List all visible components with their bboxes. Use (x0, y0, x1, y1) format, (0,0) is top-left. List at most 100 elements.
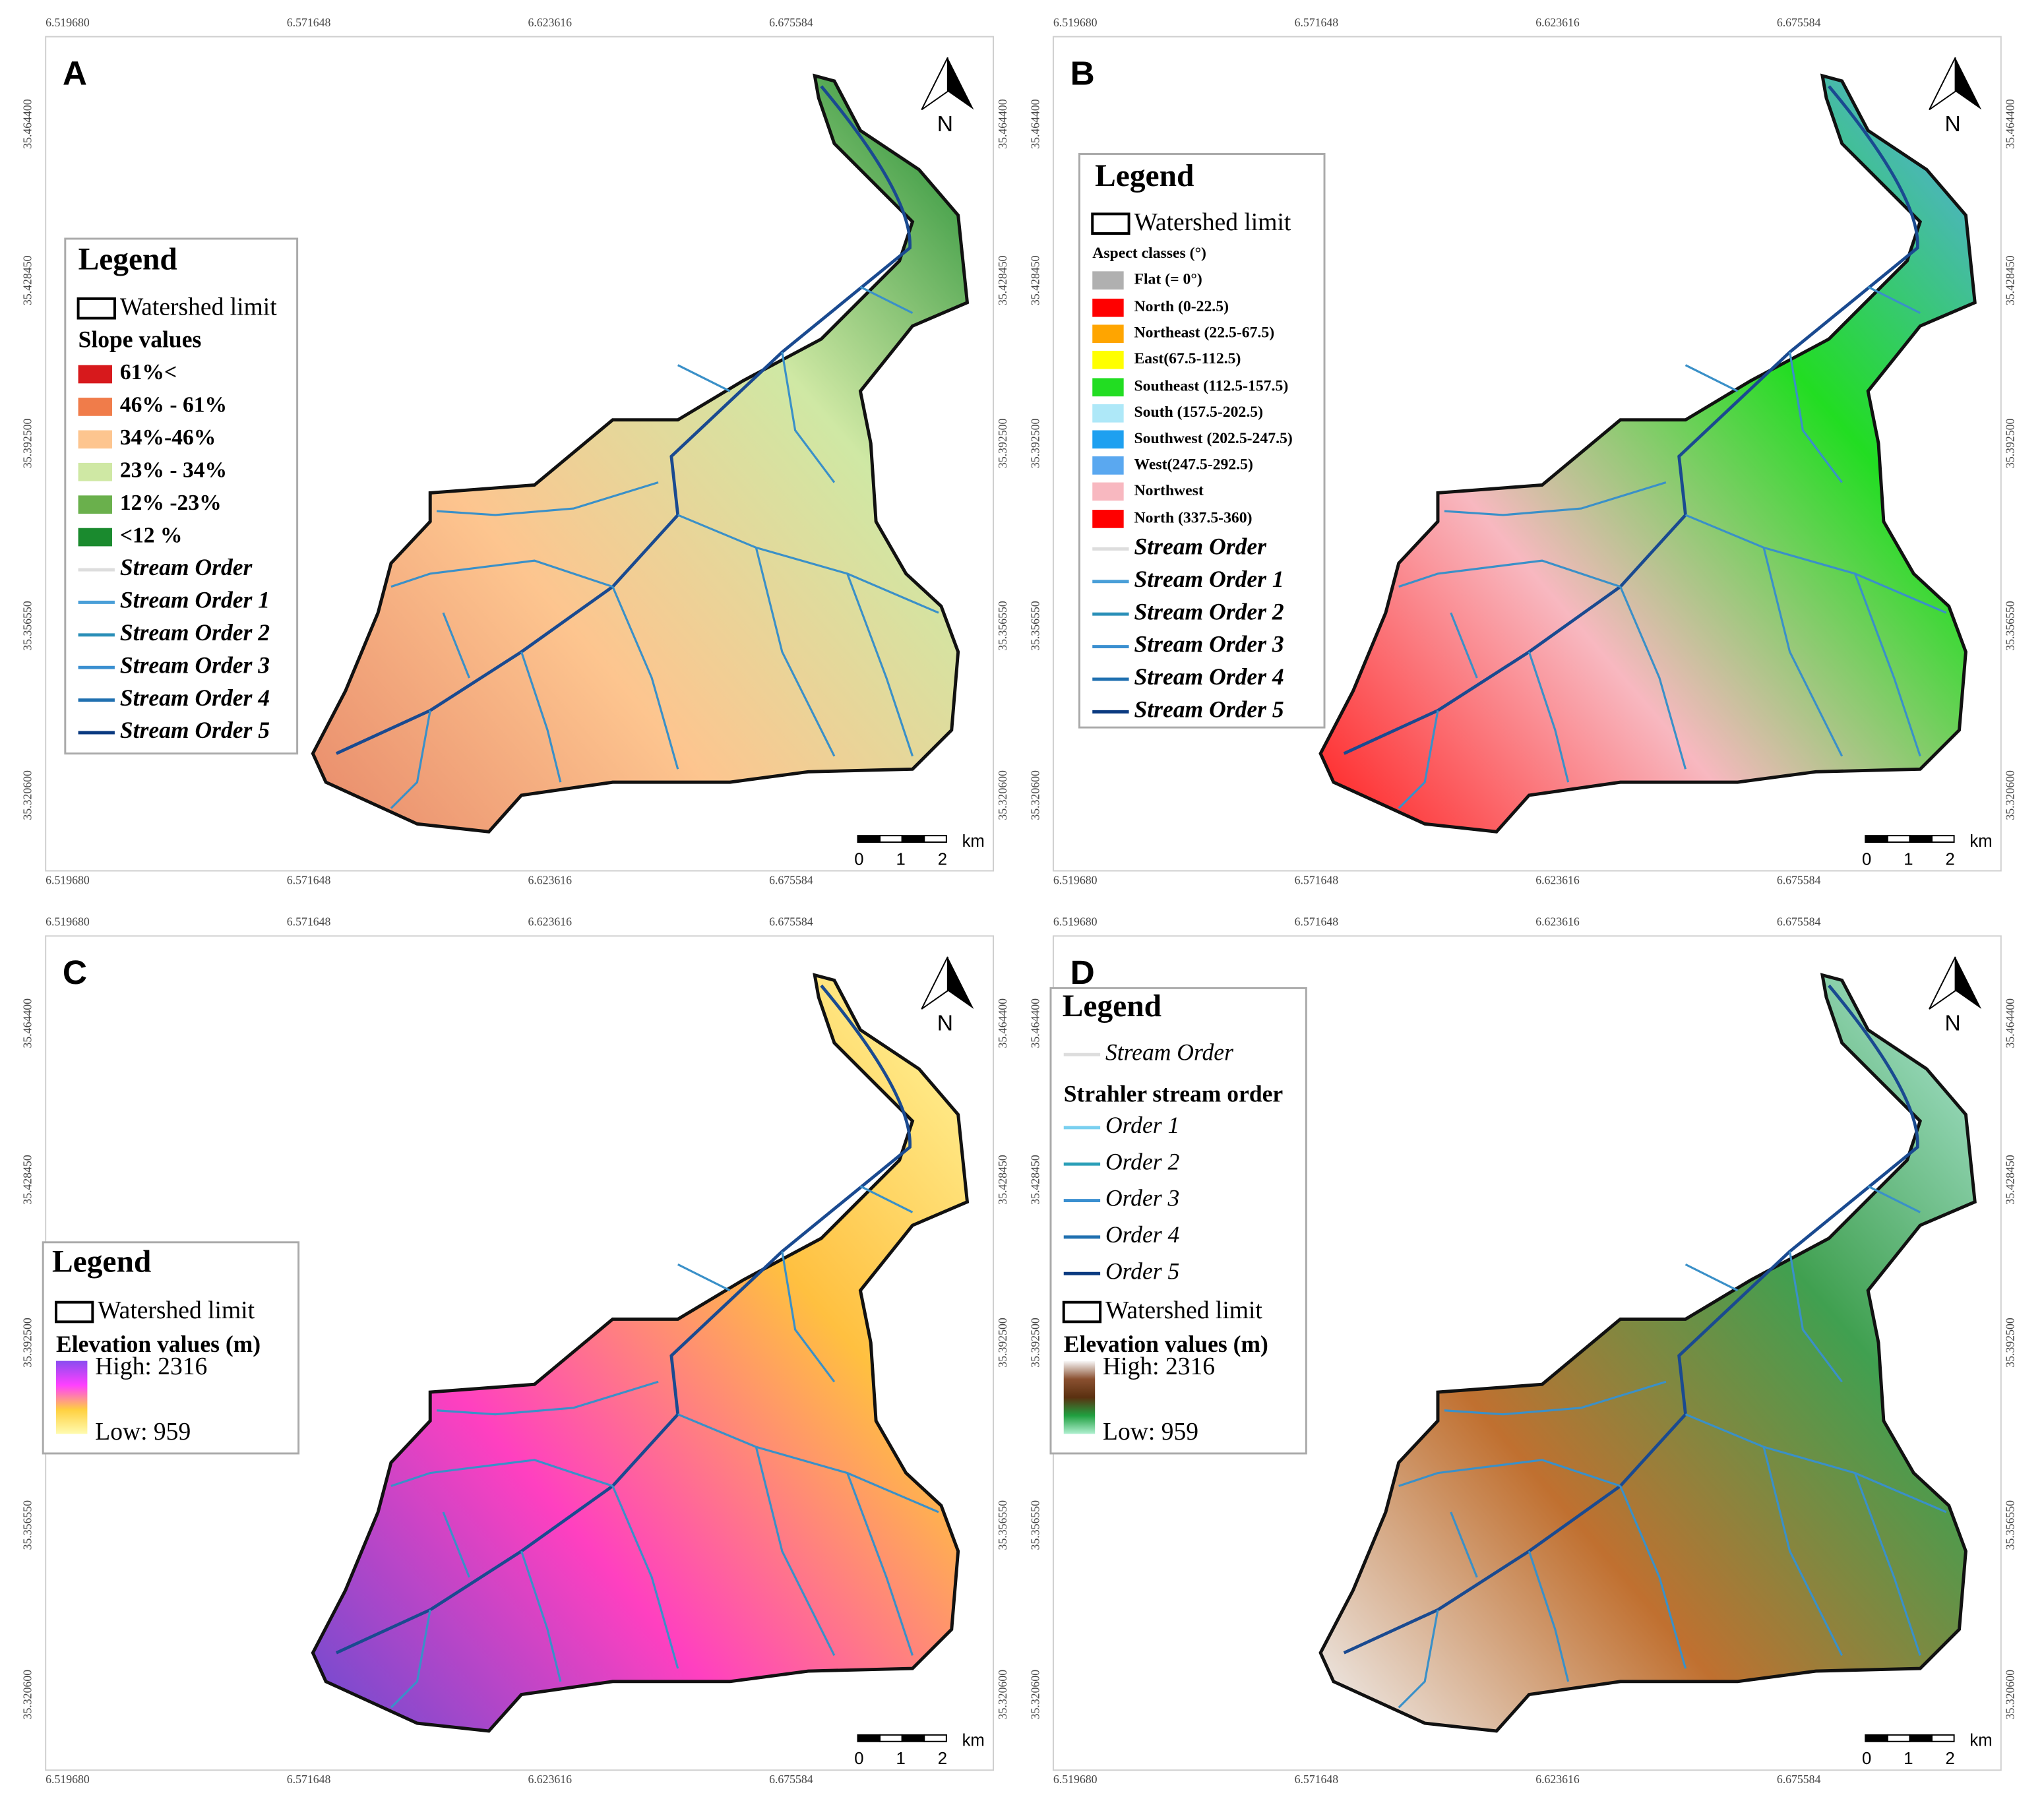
north-arrow (1955, 57, 1982, 110)
scale-bar-segment (857, 835, 881, 843)
stream (1528, 651, 1570, 783)
x-coordinate-label: 6.675584 (1777, 1773, 1821, 1786)
legend-swatch (78, 528, 112, 547)
legend-watershed-symbol (77, 297, 116, 320)
legend-swatch (1092, 324, 1124, 344)
north-arrow (947, 956, 974, 1010)
stream (1853, 1473, 1921, 1656)
legend-swatch (1092, 404, 1124, 423)
stream (755, 1446, 836, 1657)
y-coordinate-label: 35.356550 (1028, 601, 1041, 651)
x-coordinate-label: 6.623616 (528, 16, 572, 29)
legend-label: Stream Order (120, 554, 253, 580)
scale-bar-segment (901, 1734, 925, 1742)
legend-ramp-low: Low: 959 (1103, 1418, 1198, 1446)
scale-label: 1 (1904, 850, 1913, 869)
legend-label: Stream Order 2 (1134, 598, 1284, 625)
stream (859, 286, 914, 315)
watershed (311, 73, 970, 834)
y-coordinate-label: 35.320600 (2004, 1670, 2017, 1720)
y-coordinate-label: 35.464400 (2004, 998, 2017, 1049)
y-coordinate-label: 35.428450 (21, 1155, 34, 1205)
legend-ramp-low: Low: 959 (95, 1418, 191, 1446)
legend-label: Order 4 (1105, 1221, 1179, 1248)
stream (1762, 547, 1843, 757)
legend-label: Stream Order 2 (120, 619, 270, 646)
stream (436, 1380, 659, 1416)
legend-title: Legend (52, 1244, 151, 1279)
legend-header: Slope values (78, 326, 202, 352)
map-panel: 6.519680 6.519680 6.571648 6.571648 6.623616… (21, 915, 1009, 1786)
legend-label: Northeast (22.5-67.5) (1134, 324, 1274, 342)
stream (1343, 984, 1919, 1655)
stream (520, 1550, 562, 1682)
legend-swatch (1092, 350, 1124, 369)
y-coordinate-label: 35.356550 (1028, 1500, 1041, 1550)
legend-label: Order 5 (1105, 1258, 1179, 1284)
legend-label: Stream Order (1105, 1039, 1233, 1065)
stream (520, 651, 562, 783)
x-coordinate-label: 6.571648 (1295, 873, 1339, 886)
stream (859, 1185, 914, 1213)
legend-swatch (78, 430, 112, 449)
y-coordinate-label: 35.464400 (996, 998, 1009, 1049)
y-coordinate-label: 35.356550 (996, 1500, 1009, 1550)
legend-ramp-high: High: 2316 (95, 1353, 207, 1380)
x-coordinate-label: 6.623616 (528, 1773, 572, 1786)
x-coordinate-label: 6.571648 (287, 873, 331, 886)
stream (1619, 1485, 1687, 1669)
panel-label: B (1070, 53, 1095, 92)
stream (1450, 612, 1478, 679)
stream (390, 1609, 431, 1709)
y-coordinate-label: 35.464400 (21, 99, 34, 149)
y-coordinate-label: 35.356550 (21, 1500, 34, 1550)
scale-unit: km (1969, 832, 1992, 851)
stream (1343, 85, 1919, 755)
y-coordinate-label: 35.356550 (996, 601, 1009, 651)
legend-label: Stream Order 1 (1134, 566, 1284, 592)
y-coordinate-label: 35.356550 (21, 601, 34, 651)
y-coordinate-label: 35.464400 (1028, 99, 1041, 149)
scale-label: 1 (896, 1750, 906, 1768)
legend-swatch (1092, 510, 1124, 528)
legend-label: South (157.5-202.5) (1134, 404, 1263, 421)
legend-swatch (1092, 482, 1124, 501)
y-coordinate-label: 35.428450 (2004, 1155, 2017, 1205)
stream (846, 573, 914, 757)
x-coordinate-label: 6.675584 (769, 873, 813, 886)
legend-ramp-high: High: 2316 (1103, 1353, 1215, 1380)
x-coordinate-label: 6.675584 (1777, 873, 1821, 886)
stream (436, 481, 659, 516)
scale-bar-segment (1909, 835, 1933, 843)
legend-swatch (1092, 298, 1124, 317)
stream (1444, 481, 1667, 516)
y-coordinate-label: 35.356550 (2004, 601, 2017, 651)
legend-swatch (1092, 271, 1124, 290)
y-coordinate-label: 35.320600 (2004, 770, 2017, 820)
legend-title: Legend (1095, 159, 1194, 193)
legend-label: Order 3 (1105, 1185, 1179, 1211)
y-coordinate-label: 35.392500 (1028, 1318, 1041, 1368)
x-coordinate-label: 6.519680 (1053, 16, 1098, 29)
scale-unit: km (962, 832, 985, 851)
map-panel: 6.519680 6.519680 6.571648 6.571648 6.623616… (21, 16, 1009, 886)
legend-label: North (337.5-360) (1134, 509, 1252, 526)
legend-header: Strahler stream order (1064, 1081, 1284, 1107)
stream (442, 1511, 470, 1578)
legend-watershed-symbol (1091, 212, 1130, 235)
legend-label: Stream Order 3 (120, 652, 270, 678)
stream (1685, 364, 1739, 392)
scale-unit: km (1969, 1732, 1992, 1750)
stream (1398, 1459, 1621, 1487)
legend-label: Flat (= 0°) (1134, 271, 1202, 288)
stream (1685, 514, 1947, 614)
scale-label: 0 (1862, 1750, 1871, 1768)
legend-label: Stream Order 5 (1134, 696, 1284, 723)
stream (1853, 573, 1921, 757)
legend-label: 23% - 34% (120, 458, 227, 482)
x-coordinate-label: 6.623616 (1535, 1773, 1580, 1786)
map-panel: 6.519680 6.519680 6.571648 6.571648 6.623616… (1028, 915, 2016, 1786)
legend-header: Elevation values (m) (1064, 1331, 1268, 1357)
